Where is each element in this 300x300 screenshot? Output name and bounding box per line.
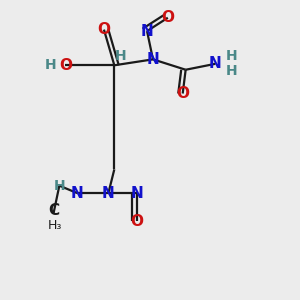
Text: O: O xyxy=(161,10,174,25)
Text: O: O xyxy=(98,22,110,37)
Text: H: H xyxy=(226,64,238,78)
Text: H₃: H₃ xyxy=(48,219,62,232)
Text: N: N xyxy=(209,56,222,71)
Text: H: H xyxy=(45,58,56,72)
Text: H: H xyxy=(53,179,65,193)
Text: N: N xyxy=(71,186,84,201)
Text: O: O xyxy=(59,58,72,73)
Text: N: N xyxy=(102,186,115,201)
Text: N: N xyxy=(147,52,159,67)
Text: H: H xyxy=(115,50,126,63)
Text: C: C xyxy=(48,203,59,218)
Text: N: N xyxy=(130,186,143,201)
Text: N: N xyxy=(141,24,153,39)
Text: O: O xyxy=(130,214,143,229)
Text: H: H xyxy=(226,50,238,63)
Text: O: O xyxy=(176,86,189,101)
